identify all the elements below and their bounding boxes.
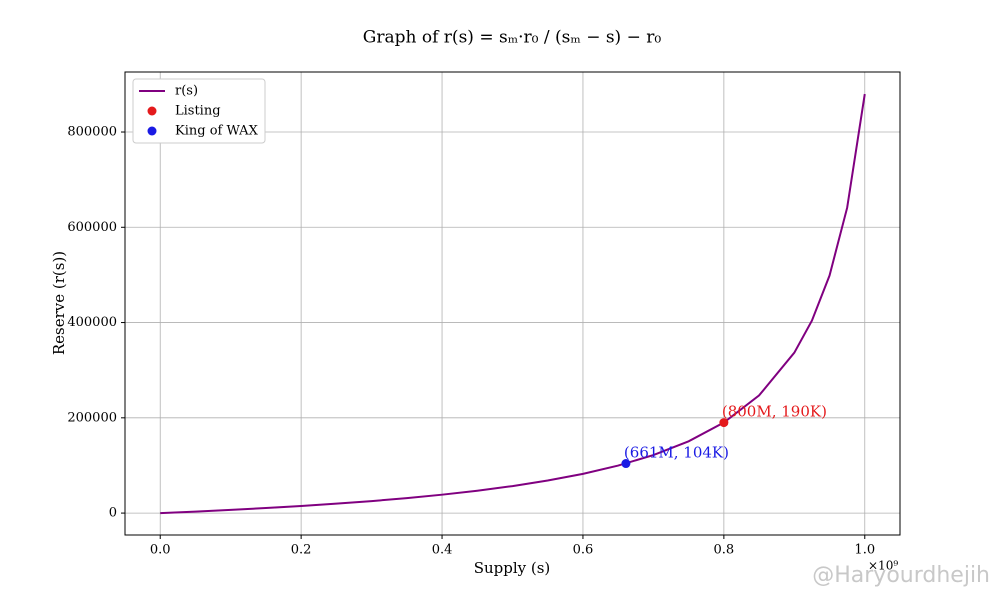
legend-label: r(s) [175,84,198,99]
y-tick-label: 400000 [67,315,117,330]
y-tick-label: 600000 [67,220,117,235]
x-tick-label: 0.4 [432,543,453,558]
legend-label: King of WAX [175,124,259,139]
watermark: @Haryourdhejih [812,563,990,588]
x-tick-label: 0.0 [150,543,171,558]
point [719,418,729,428]
x-tick-label: 0.6 [573,543,594,558]
point-label: (800M, 190K) [722,403,827,421]
point [621,459,631,469]
x-offset-label: ×10⁹ [868,559,898,573]
x-tick-label: 0.2 [291,543,312,558]
chart-title: Graph of r(s) = sₘ·r₀ / (sₘ − s) − r₀ [363,28,662,48]
plot-frame [124,71,901,536]
y-tick-label: 800000 [67,125,117,140]
legend-label: Listing [175,104,221,119]
legend-box [132,78,266,144]
x-axis-label: Supply (s) [474,559,551,577]
y-tick-label: 0 [109,506,117,521]
legend-swatch [147,106,157,116]
y-tick-label: 200000 [67,410,117,425]
point-label: (661M, 104K) [624,444,729,462]
x-tick-label: 0.8 [714,543,735,558]
x-tick-label: 1.0 [854,543,875,558]
line-series [160,93,866,515]
y-axis-label: Reserve (r(s)) [50,251,68,355]
legend-swatch [147,126,157,136]
